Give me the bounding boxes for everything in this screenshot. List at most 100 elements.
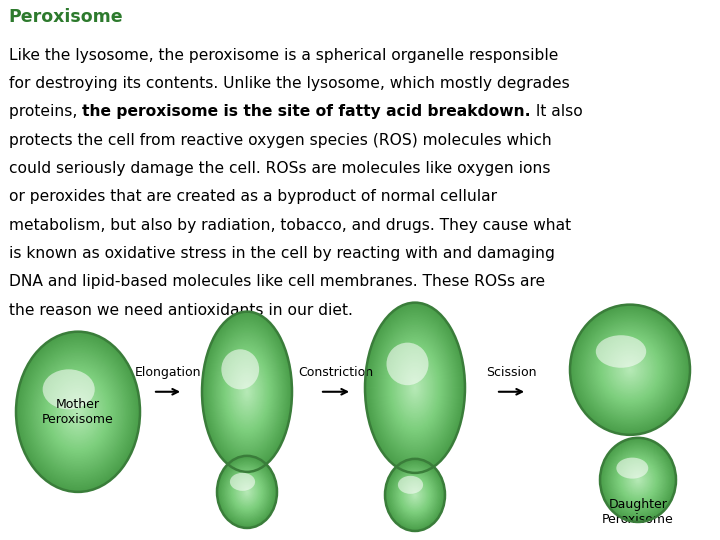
Ellipse shape [223, 463, 271, 521]
Ellipse shape [408, 487, 422, 503]
Ellipse shape [408, 487, 422, 504]
Text: Mother
Peroxisome: Mother Peroxisome [42, 398, 114, 426]
Ellipse shape [600, 438, 676, 522]
Ellipse shape [384, 335, 446, 441]
Ellipse shape [225, 466, 269, 518]
Ellipse shape [235, 477, 260, 507]
Ellipse shape [398, 475, 432, 515]
Ellipse shape [624, 464, 652, 496]
Ellipse shape [204, 315, 290, 469]
Ellipse shape [622, 462, 654, 497]
Ellipse shape [393, 350, 437, 425]
Ellipse shape [391, 347, 439, 429]
Ellipse shape [219, 458, 275, 526]
Ellipse shape [243, 384, 251, 400]
Ellipse shape [389, 343, 441, 432]
Ellipse shape [408, 376, 422, 400]
Ellipse shape [390, 465, 440, 524]
Ellipse shape [233, 475, 261, 509]
Ellipse shape [234, 476, 260, 508]
Ellipse shape [221, 461, 273, 523]
Ellipse shape [625, 465, 651, 494]
Ellipse shape [409, 377, 421, 398]
Ellipse shape [240, 381, 253, 403]
Ellipse shape [574, 308, 686, 431]
Ellipse shape [402, 366, 428, 410]
Ellipse shape [38, 361, 117, 463]
Ellipse shape [585, 320, 675, 419]
Ellipse shape [404, 482, 426, 508]
Ellipse shape [210, 326, 284, 457]
Ellipse shape [612, 451, 664, 509]
Ellipse shape [395, 354, 435, 422]
Ellipse shape [576, 311, 684, 428]
Ellipse shape [233, 368, 261, 416]
Text: DNA and lipid-based molecules like cell membranes. These ROSs are: DNA and lipid-based molecules like cell … [9, 274, 545, 289]
Ellipse shape [396, 472, 434, 518]
Ellipse shape [24, 343, 131, 481]
Ellipse shape [407, 485, 423, 505]
Ellipse shape [58, 386, 98, 437]
Ellipse shape [231, 363, 264, 421]
Ellipse shape [228, 470, 266, 514]
Ellipse shape [393, 469, 436, 521]
Ellipse shape [228, 356, 267, 427]
Ellipse shape [619, 459, 657, 501]
Ellipse shape [31, 351, 125, 472]
Ellipse shape [402, 480, 428, 510]
Ellipse shape [387, 462, 443, 528]
Ellipse shape [601, 440, 675, 520]
Ellipse shape [589, 326, 671, 414]
Ellipse shape [238, 376, 256, 408]
Ellipse shape [24, 341, 132, 482]
Ellipse shape [413, 492, 418, 498]
Ellipse shape [633, 474, 644, 486]
Ellipse shape [598, 335, 662, 405]
Ellipse shape [221, 345, 273, 438]
Ellipse shape [400, 476, 431, 514]
Ellipse shape [220, 343, 274, 440]
Ellipse shape [383, 333, 447, 442]
Ellipse shape [246, 389, 249, 395]
Ellipse shape [236, 373, 258, 411]
Ellipse shape [397, 474, 433, 516]
Ellipse shape [55, 383, 100, 441]
Ellipse shape [74, 407, 82, 416]
Ellipse shape [238, 481, 256, 503]
Ellipse shape [243, 488, 251, 496]
Ellipse shape [382, 332, 448, 444]
Ellipse shape [570, 305, 690, 435]
Ellipse shape [221, 349, 259, 389]
Ellipse shape [635, 476, 641, 483]
Ellipse shape [59, 388, 96, 436]
Ellipse shape [243, 487, 251, 497]
Ellipse shape [388, 462, 442, 528]
Ellipse shape [207, 320, 287, 464]
Ellipse shape [607, 345, 653, 394]
Ellipse shape [230, 473, 255, 491]
Ellipse shape [235, 478, 258, 505]
Ellipse shape [42, 366, 114, 458]
Ellipse shape [400, 477, 430, 513]
Ellipse shape [634, 475, 642, 485]
Ellipse shape [231, 473, 263, 511]
Ellipse shape [222, 462, 271, 522]
Ellipse shape [397, 473, 433, 517]
Ellipse shape [19, 336, 136, 487]
Ellipse shape [386, 460, 444, 530]
Ellipse shape [575, 310, 685, 430]
Ellipse shape [624, 465, 652, 495]
Ellipse shape [246, 490, 249, 494]
Ellipse shape [613, 352, 647, 388]
Ellipse shape [629, 368, 631, 371]
Ellipse shape [224, 350, 271, 434]
Ellipse shape [19, 335, 138, 489]
Ellipse shape [606, 444, 671, 516]
Ellipse shape [403, 367, 427, 408]
Ellipse shape [222, 462, 272, 522]
Ellipse shape [619, 358, 641, 381]
Ellipse shape [636, 477, 640, 482]
Ellipse shape [67, 397, 89, 426]
Ellipse shape [217, 456, 277, 528]
Ellipse shape [629, 470, 647, 490]
